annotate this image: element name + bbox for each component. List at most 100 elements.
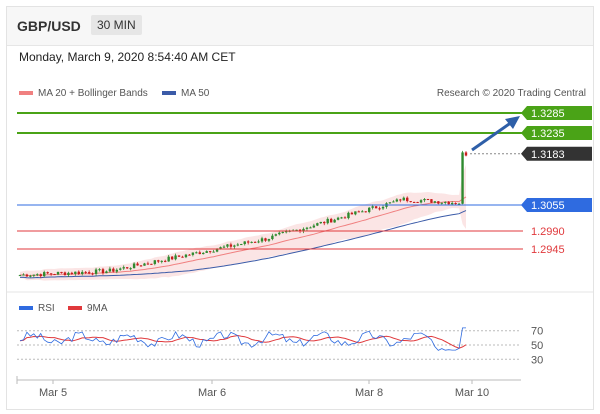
candle-body (122, 267, 125, 269)
ma20-legend-label: MA 20 + Bollinger Bands (38, 88, 148, 99)
rsi-ma-legend-swatch (68, 306, 82, 310)
candle-body (146, 263, 150, 265)
candle-body (378, 208, 381, 210)
candle-body (136, 263, 139, 266)
candle-body (32, 274, 36, 276)
candle-body (457, 203, 461, 205)
candle-body (395, 199, 399, 202)
rsi-layer: 70 50 30 (17, 326, 543, 366)
candle-body (157, 260, 160, 262)
x-tick-label: Mar 5 (39, 387, 67, 399)
candle-body (340, 217, 343, 219)
candle-body (347, 212, 350, 219)
timeframe-badge[interactable]: 30 MIN (91, 15, 142, 35)
candle-body (67, 272, 70, 276)
candle-body (129, 268, 132, 270)
candle-body (94, 269, 98, 274)
level-label-1.2990: 1.2990 (531, 226, 565, 238)
candle-body (77, 271, 80, 275)
level-tag-1.3235 (521, 126, 592, 140)
candle-body (160, 260, 163, 262)
candle-body (278, 232, 281, 235)
price-layer (18, 150, 468, 281)
candle-body (423, 199, 426, 201)
candle-body (167, 256, 170, 262)
candle-body (153, 260, 157, 264)
candle-body (343, 217, 347, 219)
candle-body (374, 206, 378, 209)
candle-body (226, 244, 229, 247)
candle-body (150, 263, 153, 265)
candle-body (392, 201, 395, 203)
candle-body (164, 260, 167, 262)
candle-body (22, 274, 25, 276)
candle-body (444, 201, 447, 203)
candle-body (257, 241, 260, 243)
ma50-legend-swatch (162, 91, 176, 95)
candle-body (399, 199, 402, 201)
candle-body (143, 263, 146, 266)
candle-body (319, 221, 322, 224)
x-tick-label: Mar 10 (455, 387, 489, 399)
projection-arrow-shaft (471, 120, 513, 152)
bollinger-band (20, 164, 466, 281)
candle-body (364, 211, 367, 213)
level-tag-1.3183 (521, 146, 592, 161)
candle-body (312, 225, 316, 228)
candle-body (426, 199, 430, 201)
rsi-ma-line (19, 334, 467, 349)
candle-body (357, 211, 361, 213)
candle-body (115, 269, 119, 272)
candle-body (416, 201, 419, 203)
candle-body (264, 238, 267, 241)
candle-body (302, 228, 305, 232)
level-label-1.2945: 1.2945 (531, 244, 565, 256)
candle-body (222, 246, 226, 248)
candle-body (267, 239, 271, 241)
candle-body (450, 203, 454, 205)
candle-body (198, 252, 201, 255)
candle-body (181, 256, 184, 258)
candle-body (464, 152, 468, 156)
x-axis: Mar 5 Mar 6 Mar 8 Mar 10 (16, 376, 489, 399)
candle-body (437, 201, 440, 204)
candle-body (219, 247, 222, 250)
candle-body (233, 245, 236, 247)
candle-body (208, 251, 212, 253)
candle-body (250, 241, 253, 243)
candle-body (406, 197, 409, 202)
candle-body (333, 219, 336, 223)
candle-body (419, 200, 423, 203)
candle-body (281, 231, 284, 233)
level-label-1.3183: 1.3183 (531, 149, 565, 161)
candle-body (177, 255, 181, 257)
candle-body (260, 238, 264, 242)
candle-body (350, 212, 354, 215)
ma20-line (19, 196, 467, 277)
candle-body (91, 273, 94, 275)
ma50-legend-label: MA 50 (181, 88, 210, 99)
candle-body (409, 201, 412, 203)
candle-body (271, 235, 274, 240)
candle-body (381, 206, 385, 209)
candle-body (433, 201, 437, 203)
candle-body (101, 269, 105, 274)
candle-body (215, 249, 219, 252)
chart-header: GBP/USD 30 MIN (7, 7, 593, 46)
candle-body (60, 271, 63, 273)
candle-body (29, 275, 32, 277)
level-tag-1.3285 (521, 106, 592, 120)
candle-body (188, 254, 191, 256)
candle-body (184, 254, 188, 258)
candle-body (440, 202, 443, 204)
candle-body (246, 241, 250, 243)
candle-body (243, 241, 246, 245)
ma20-legend-swatch (19, 91, 33, 95)
date-label: Monday, March 9, 2020 8:54:40 AM CET (19, 50, 236, 64)
candle-body (388, 202, 392, 204)
candle-body (139, 265, 143, 267)
candle-body (447, 201, 450, 205)
candle-body (205, 251, 208, 253)
candle-body (326, 218, 329, 224)
